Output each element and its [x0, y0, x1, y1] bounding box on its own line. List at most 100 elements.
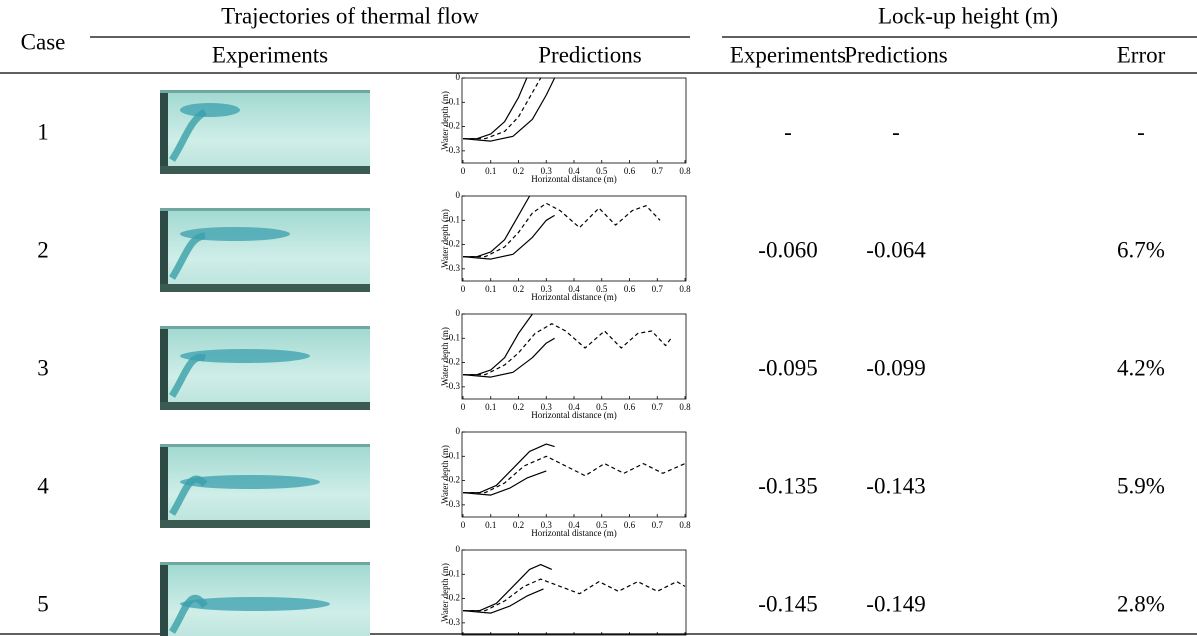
- experiment-value: -0.145: [758, 591, 817, 616]
- error-value: 4.2%: [1117, 355, 1165, 380]
- plot-frame: [461, 77, 687, 164]
- y-tick-label: 0: [456, 426, 461, 436]
- x-tick-label: 0.1: [485, 520, 496, 530]
- x-tick-label: 0.3: [541, 166, 553, 176]
- y-tick-label: -0.3: [446, 145, 461, 155]
- y-tick-label: -0.2: [446, 475, 460, 485]
- experiment-photo: [160, 208, 370, 292]
- x-tick-label: 0.2: [513, 284, 524, 294]
- center-trajectory: [463, 323, 672, 376]
- plot-frame: [461, 431, 687, 518]
- dye-layer: [180, 349, 310, 363]
- experiment-value: -0.135: [758, 473, 817, 498]
- x-tick-label: 0: [461, 402, 466, 412]
- edge-trajectory: [462, 77, 556, 142]
- y-tick-label: -0.2: [446, 121, 460, 131]
- column-header: Error: [1117, 42, 1166, 67]
- dye-layer: [180, 227, 290, 241]
- y-axis-label: Water depth (m): [440, 445, 450, 504]
- x-axis-label: Horizontal distance (m): [531, 410, 616, 420]
- photo-frame: [160, 444, 168, 528]
- x-tick-label: 0.8: [679, 284, 691, 294]
- y-tick-label: -0.2: [446, 357, 460, 367]
- edge-trajectory: [463, 195, 531, 258]
- photo-top: [160, 326, 370, 329]
- y-tick-label: -0.1: [446, 332, 460, 342]
- y-tick-label: -0.1: [446, 214, 460, 224]
- photo-floor: [160, 284, 370, 292]
- x-tick-label: 0.7: [652, 284, 664, 294]
- y-tick-label: -0.1: [446, 568, 460, 578]
- y-tick-label: -0.1: [446, 96, 460, 106]
- y-axis-label: Water depth (m): [440, 209, 450, 268]
- photo-bg: [160, 208, 370, 292]
- x-tick-label: 0.5: [596, 284, 608, 294]
- photo-floor: [160, 166, 370, 174]
- plot-frame: [461, 313, 687, 400]
- x-tick-label: 0.7: [652, 520, 664, 530]
- x-tick-label: 0.5: [596, 166, 608, 176]
- experiment-photo: [160, 90, 370, 174]
- y-tick-label: -0.3: [446, 381, 461, 391]
- x-tick-label: 0.8: [679, 402, 691, 412]
- center-trajectory: [463, 578, 686, 612]
- x-tick-label: 0.5: [596, 402, 608, 412]
- x-tick-label: 0.5: [596, 520, 608, 530]
- y-axis-label: Water depth (m): [440, 327, 450, 386]
- column-header: Predictions: [538, 42, 642, 67]
- plot-frame: [461, 195, 687, 282]
- experiment-value: -: [784, 119, 792, 144]
- photo-top: [160, 208, 370, 211]
- x-tick-label: 0.7: [652, 166, 664, 176]
- photo-floor: [160, 402, 370, 410]
- trajectories-header: Trajectories of thermal flow: [221, 3, 479, 28]
- case-number: 5: [37, 591, 49, 616]
- x-tick-label: 0: [461, 520, 466, 530]
- y-tick-label: -0.3: [446, 499, 461, 509]
- experiment-photo: [160, 326, 370, 410]
- x-tick-label: 0: [461, 166, 466, 176]
- photo-frame: [160, 326, 168, 410]
- y-tick-label: 0: [456, 544, 461, 554]
- x-tick-label: 0.6: [624, 284, 636, 294]
- case-number: 3: [37, 355, 49, 380]
- y-tick-label: -0.3: [446, 263, 461, 273]
- x-tick-label: 0.2: [513, 166, 524, 176]
- y-tick-label: 0: [456, 308, 461, 318]
- photo-bg: [160, 326, 370, 410]
- photo-top: [160, 562, 370, 565]
- x-tick-label: 0.3: [541, 520, 553, 530]
- x-tick-label: 0.3: [541, 402, 553, 412]
- center-trajectory: [463, 455, 686, 494]
- prediction-value: -0.149: [866, 591, 925, 616]
- y-axis-label: Water depth (m): [440, 563, 450, 622]
- y-tick-label: -0.3: [446, 617, 461, 627]
- x-tick-label: 0.8: [679, 166, 691, 176]
- experiment-value: -0.060: [758, 237, 817, 262]
- photo-frame: [160, 90, 168, 174]
- x-tick-label: 0.4: [568, 520, 580, 530]
- photo-frame: [160, 562, 168, 636]
- x-tick-label: 0.1: [485, 402, 496, 412]
- error-value: 5.9%: [1117, 473, 1165, 498]
- error-value: -: [1137, 119, 1145, 144]
- prediction-value: -0.143: [866, 473, 925, 498]
- y-tick-label: -0.2: [446, 593, 460, 603]
- error-value: 6.7%: [1117, 237, 1165, 262]
- case-number: 4: [37, 473, 49, 498]
- y-tick-label: -0.1: [446, 450, 460, 460]
- edge-trajectory: [463, 443, 555, 494]
- x-tick-label: 0.7: [652, 402, 664, 412]
- x-tick-label: 0.1: [485, 284, 496, 294]
- y-tick-label: 0: [456, 72, 461, 82]
- x-axis-label: Horizontal distance (m): [531, 174, 616, 184]
- x-axis-label: Horizontal distance (m): [531, 528, 616, 538]
- column-header: Predictions: [844, 42, 948, 67]
- y-tick-label: -0.2: [446, 239, 460, 249]
- x-tick-label: 0: [461, 284, 466, 294]
- edge-trajectory: [462, 470, 547, 496]
- x-tick-label: 0.4: [568, 402, 580, 412]
- dye-layer: [180, 475, 320, 489]
- y-tick-label: 0: [456, 190, 461, 200]
